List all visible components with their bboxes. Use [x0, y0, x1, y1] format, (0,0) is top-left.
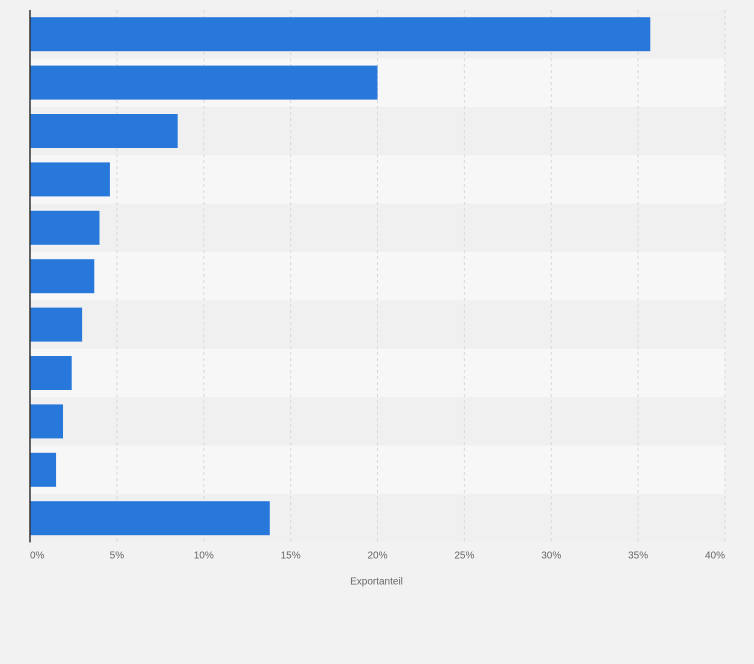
bar[interactable]: [30, 259, 95, 294]
bar[interactable]: [30, 162, 110, 197]
x-tick-label: 25%: [454, 550, 474, 561]
x-tick-labels: 0% 5% 10% 15% 20% 25% 30% 35% 40%: [30, 550, 725, 561]
x-tick-label: 10%: [194, 550, 214, 561]
gridlines: [116, 10, 726, 543]
x-axis-label: Exportanteil: [350, 576, 403, 587]
bars: [30, 17, 651, 536]
bar[interactable]: [30, 210, 100, 245]
x-tick-label: 15%: [281, 550, 301, 561]
bar[interactable]: [30, 356, 72, 390]
x-tick-label: 40%: [705, 550, 725, 561]
bar[interactable]: [30, 501, 270, 536]
bar[interactable]: [30, 452, 57, 487]
bar[interactable]: [30, 404, 64, 439]
bar[interactable]: [30, 307, 83, 342]
x-tick-label: 30%: [541, 550, 561, 561]
bar[interactable]: [30, 114, 178, 148]
x-tick-label: 0%: [30, 550, 45, 561]
x-tick-label: 20%: [367, 550, 387, 561]
x-tick-label: 35%: [628, 550, 648, 561]
bar[interactable]: [30, 17, 651, 52]
bar[interactable]: [30, 65, 378, 100]
x-tick-label: 5%: [110, 550, 125, 561]
